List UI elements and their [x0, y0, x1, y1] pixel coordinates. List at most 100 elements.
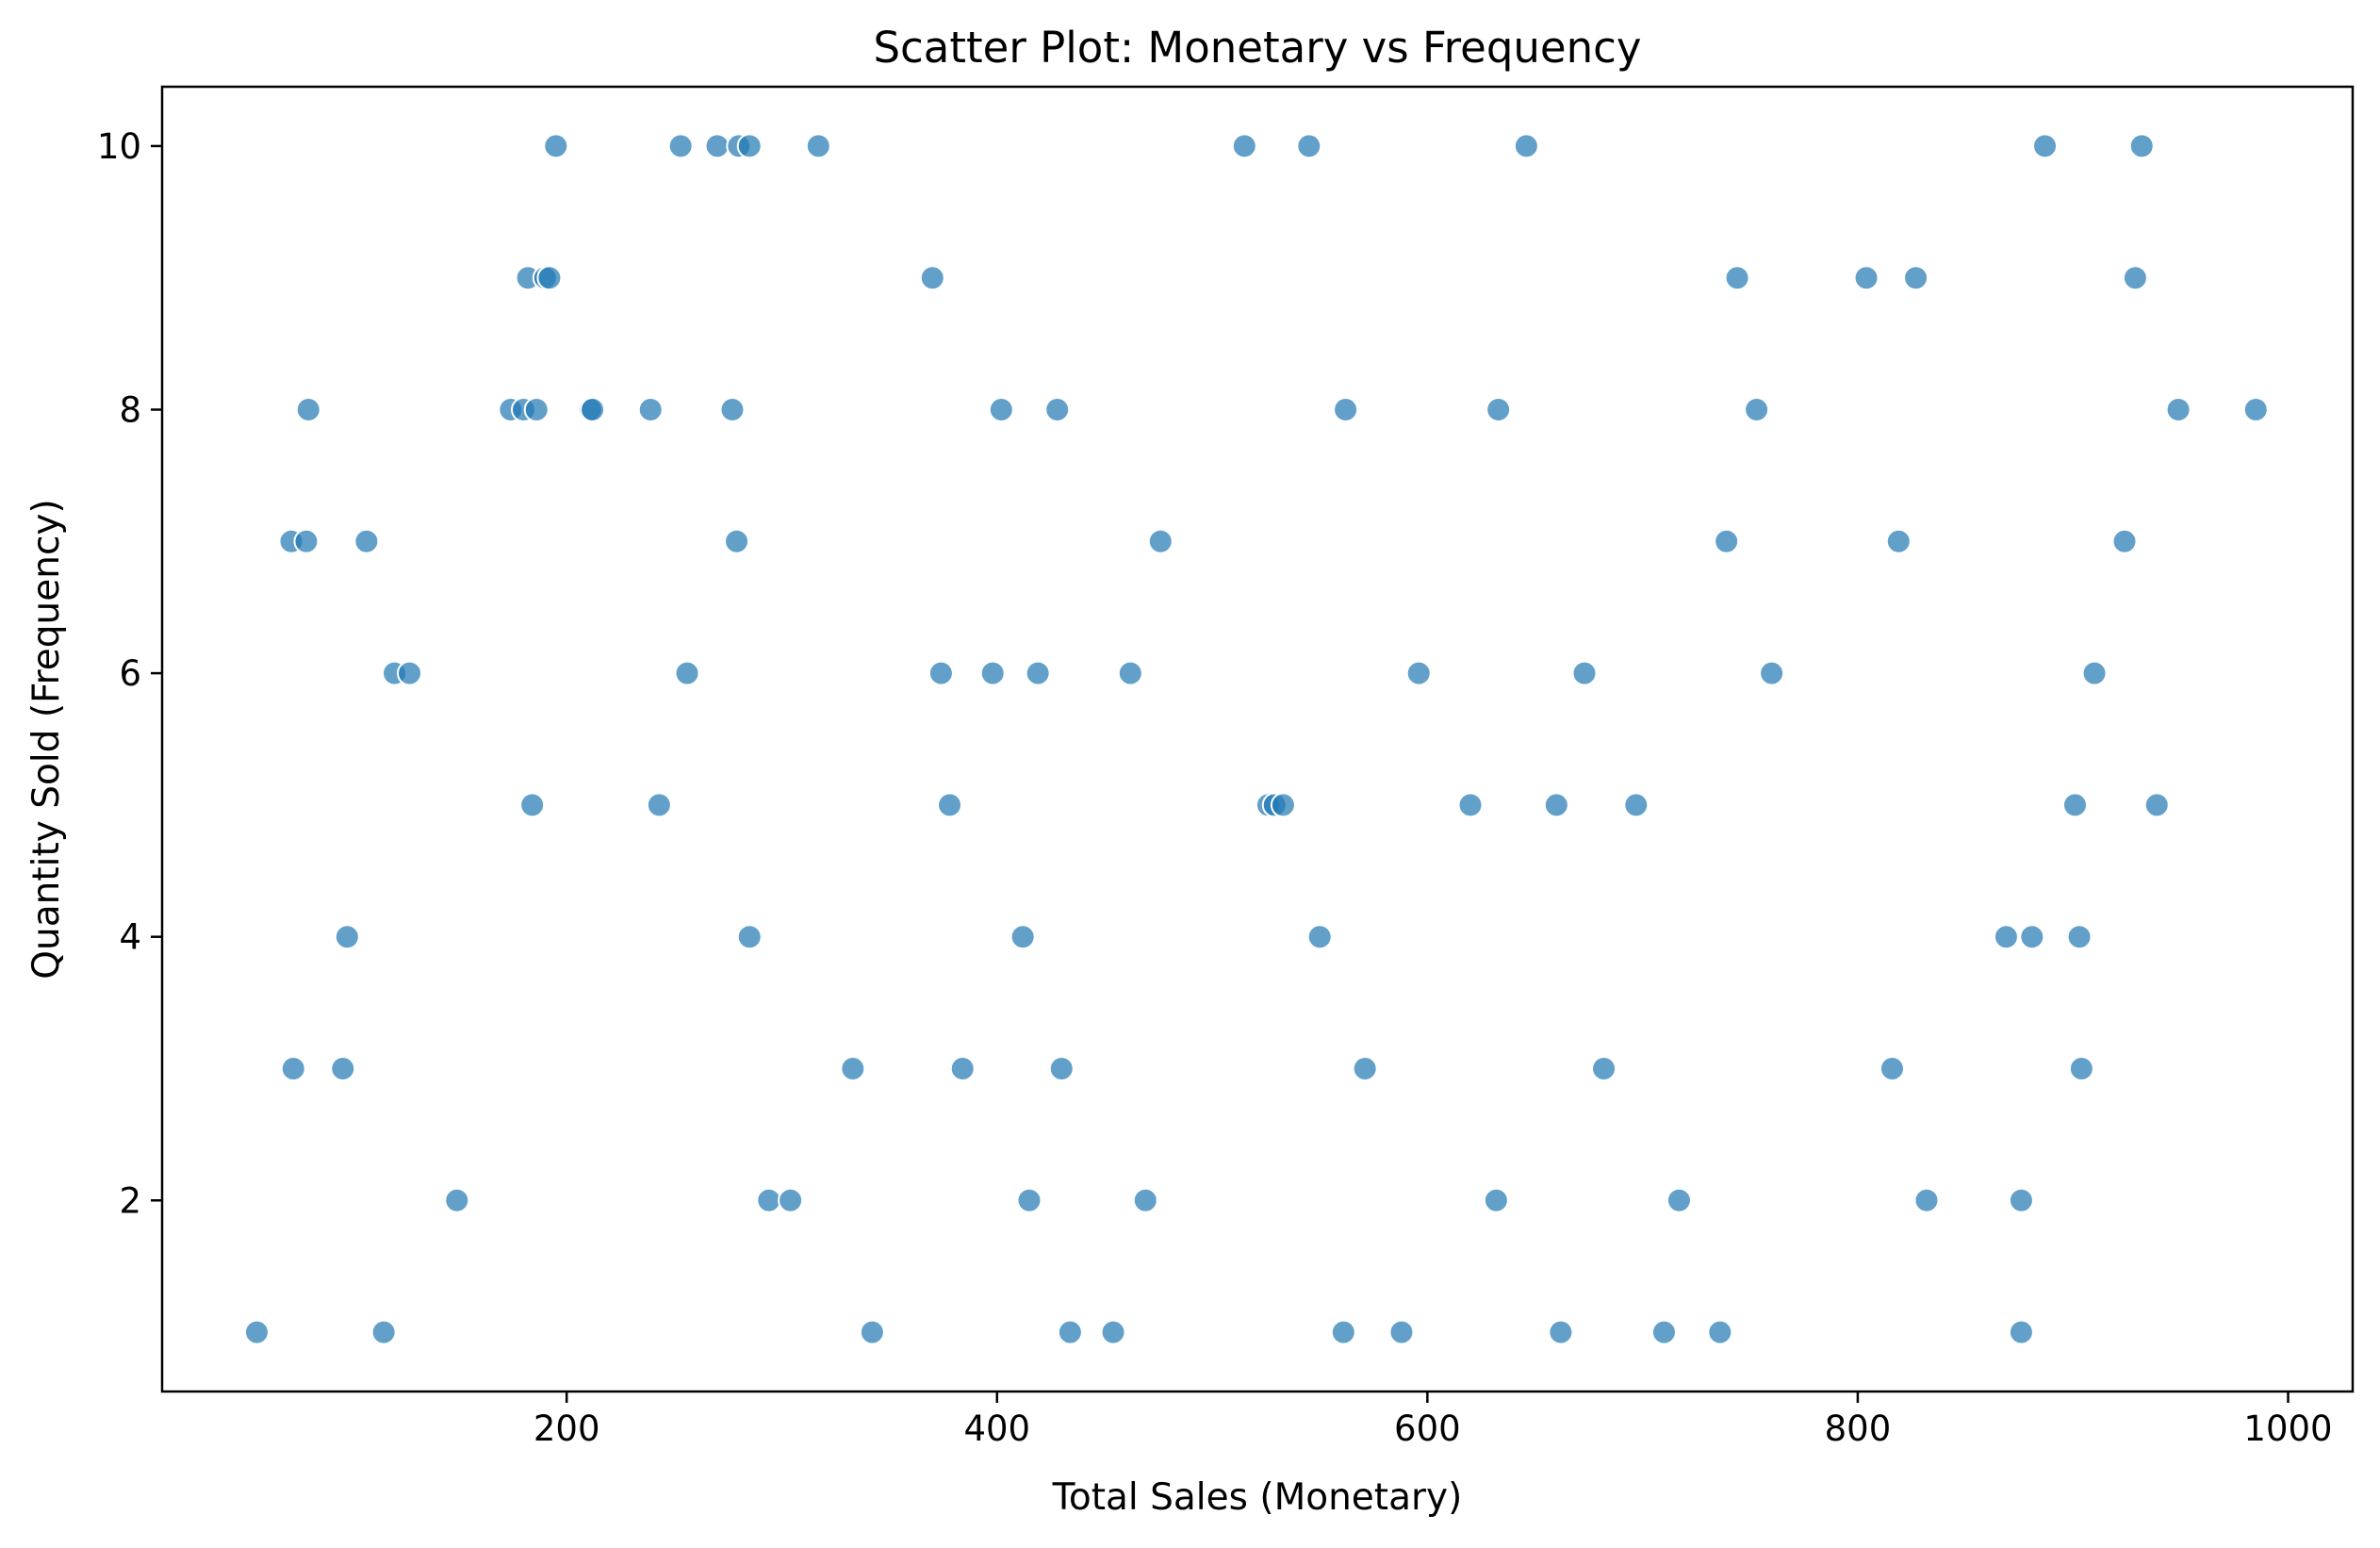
data-point [949, 1055, 976, 1081]
y-tick-label: 8 [119, 390, 141, 431]
data-point [840, 1055, 866, 1081]
data-point [736, 924, 763, 950]
data-point [1903, 265, 1929, 291]
data-point [988, 397, 1014, 423]
data-point [1623, 792, 1650, 818]
data-point [293, 528, 320, 554]
data-point [353, 528, 380, 554]
data-point [1333, 397, 1359, 423]
data-point [1132, 1187, 1158, 1213]
y-tick-label: 10 [97, 126, 141, 167]
x-tick-label: 600 [1394, 1408, 1461, 1449]
data-point [719, 397, 746, 423]
data-point [1025, 660, 1051, 686]
data-point [295, 397, 321, 423]
data-point [1993, 924, 2019, 950]
data-point [280, 1055, 306, 1081]
data-point [2019, 924, 2045, 950]
data-point [2122, 265, 2148, 291]
data-point [736, 133, 763, 159]
y-tick-label: 4 [119, 917, 141, 958]
data-point [1016, 1187, 1042, 1213]
data-point [674, 660, 700, 686]
data-point [1405, 660, 1432, 686]
data-point [1548, 1319, 1574, 1345]
data-point [1513, 133, 1539, 159]
data-point [370, 1319, 397, 1345]
data-point [1330, 1319, 1356, 1345]
data-point [2008, 1187, 2034, 1213]
data-point [2032, 133, 2059, 159]
data-point [1591, 1055, 1617, 1081]
data-point [2081, 660, 2108, 686]
data-point [1296, 133, 1322, 159]
data-point [2111, 528, 2138, 554]
data-point [919, 265, 945, 291]
data-point [1306, 924, 1333, 950]
data-point [1147, 528, 1174, 554]
data-point [979, 660, 1006, 686]
x-axis-label: Total Sales (Monetary) [1052, 1476, 1463, 1519]
data-point [805, 133, 831, 159]
data-point [1057, 1319, 1083, 1345]
y-axis-label: Quantity Sold (Frequency) [25, 499, 68, 979]
data-point [927, 660, 954, 686]
data-point [724, 528, 750, 554]
data-point [1724, 265, 1750, 291]
data-point [1483, 1187, 1509, 1213]
plot-frame [160, 85, 2355, 1393]
y-tick-label: 2 [119, 1180, 141, 1221]
data-point [1117, 660, 1143, 686]
x-tick-label: 200 [533, 1408, 600, 1449]
data-point [1885, 528, 1912, 554]
data-point [1650, 1319, 1677, 1345]
data-point [637, 397, 664, 423]
data-point [1485, 397, 1512, 423]
data-point [1913, 1187, 1940, 1213]
points-layer [243, 133, 2269, 1345]
data-point [543, 133, 569, 159]
y-tick-label: 6 [119, 653, 141, 694]
data-point [330, 1055, 356, 1081]
data-point [704, 133, 730, 159]
data-point [1457, 792, 1484, 818]
data-point [243, 1319, 270, 1345]
data-point [1231, 133, 1257, 159]
data-point [2068, 1055, 2094, 1081]
y-axis-ticks: 2 4 6 8 10 [97, 126, 162, 1221]
data-point [937, 792, 963, 818]
data-point [1009, 924, 1036, 950]
chart-title: Scatter Plot: Monetary vs Frequency [873, 23, 1641, 73]
data-point [523, 397, 550, 423]
data-point [1879, 1055, 1905, 1081]
data-point [444, 1187, 470, 1213]
data-point [859, 1319, 885, 1345]
data-point [1707, 1319, 1733, 1345]
data-point [334, 924, 360, 950]
data-point [536, 265, 563, 291]
data-point [2062, 792, 2089, 818]
data-point [667, 133, 694, 159]
data-point [1714, 528, 1740, 554]
data-point [1048, 1055, 1075, 1081]
data-point [756, 1187, 782, 1213]
data-point [2008, 1319, 2034, 1345]
data-point [1044, 397, 1071, 423]
x-axis-ticks: 200 400 600 800 1000 [533, 1392, 2333, 1449]
data-point [1744, 397, 1770, 423]
data-point [2165, 397, 2191, 423]
data-point [1270, 792, 1296, 818]
data-point [1100, 1319, 1126, 1345]
data-point [1853, 265, 1879, 291]
data-point [646, 792, 672, 818]
data-point [580, 397, 606, 423]
data-point [397, 660, 423, 686]
data-point [1388, 1319, 1415, 1345]
x-tick-label: 800 [1825, 1408, 1892, 1449]
data-point [1543, 792, 1569, 818]
data-point [778, 1187, 804, 1213]
x-tick-label: 1000 [2243, 1408, 2332, 1449]
x-tick-label: 400 [963, 1408, 1030, 1449]
data-point [1666, 1187, 1692, 1213]
